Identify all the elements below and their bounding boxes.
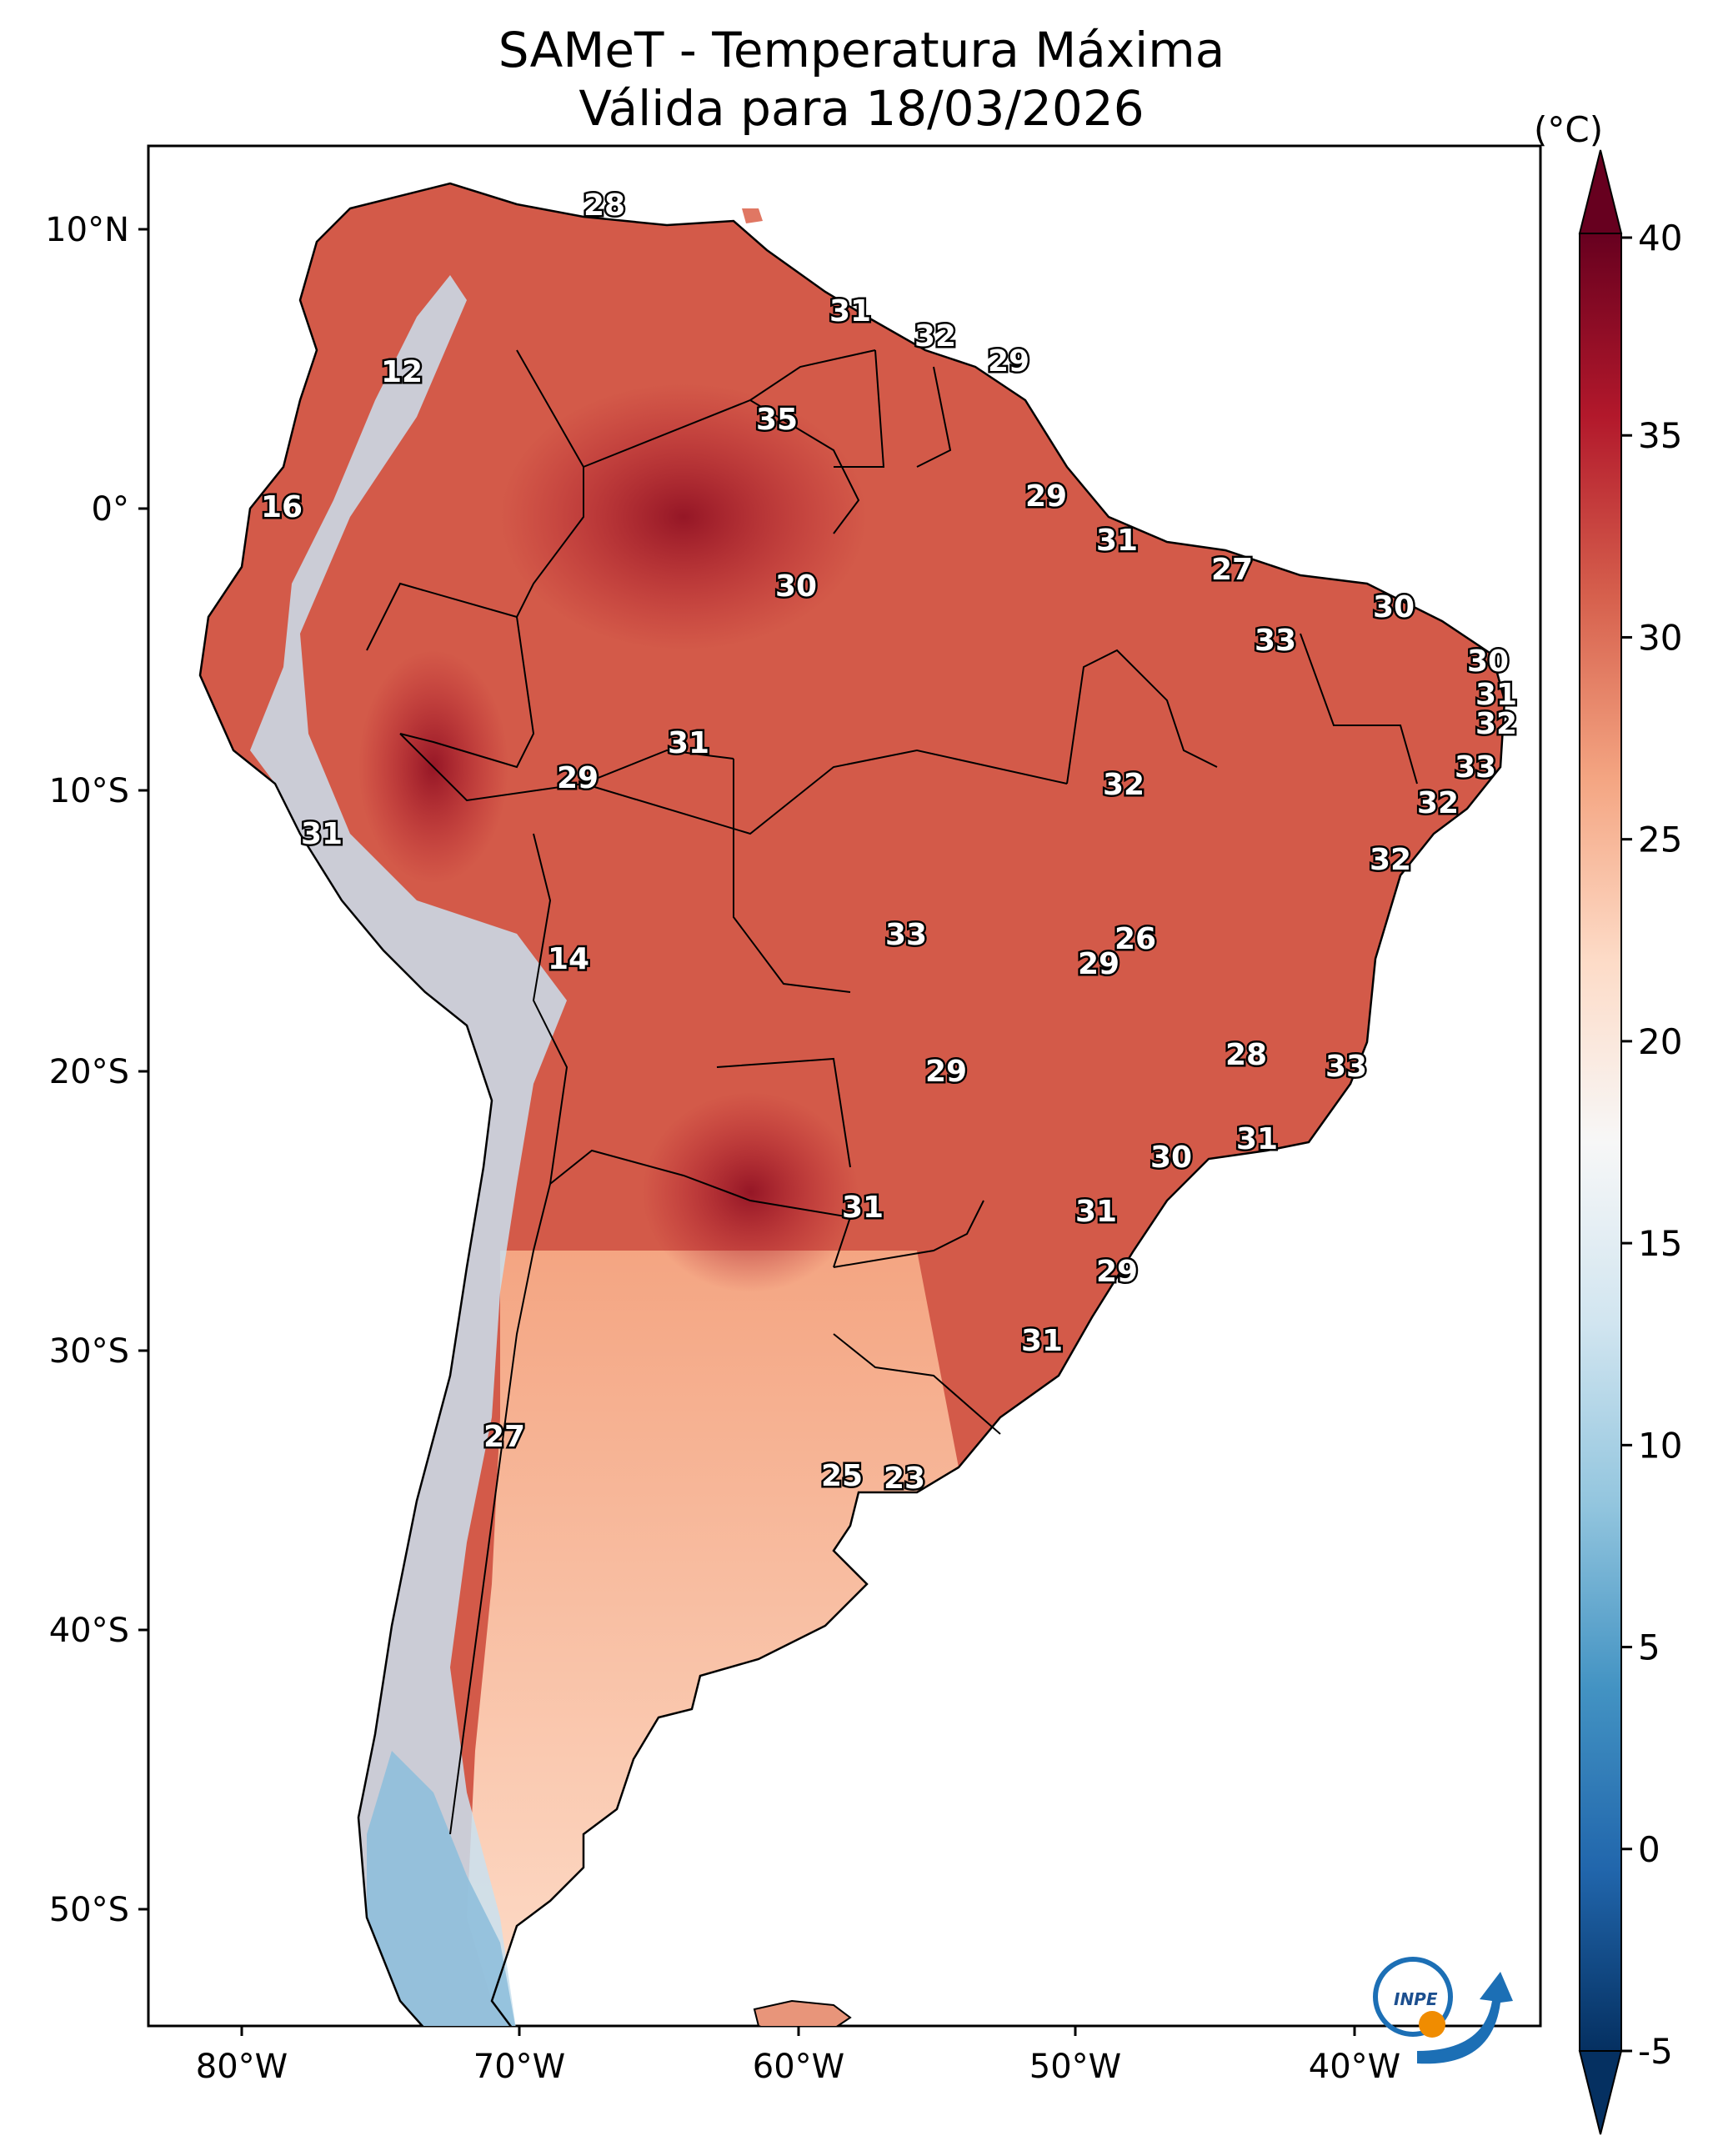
lat-label: 30°S <box>49 1332 129 1371</box>
lon-label: 80°W <box>196 2048 288 2086</box>
temperature-value-label: 31 <box>1475 678 1517 712</box>
temperature-value-label: 32 <box>1417 786 1459 820</box>
temperature-value-label: 31 <box>668 726 709 760</box>
temperature-value-label: 23 <box>884 1462 925 1496</box>
temperature-value-label: 33 <box>1455 750 1496 785</box>
temperature-value-label: 31 <box>1236 1122 1278 1156</box>
temperature-value-label: 30 <box>1150 1141 1192 1175</box>
colorbar-tick-label: 35 <box>1638 415 1682 456</box>
lon-label: 60°W <box>753 2048 844 2086</box>
temperature-value-label: 29 <box>925 1055 967 1089</box>
colorbar-tick-label: 40 <box>1638 218 1682 258</box>
lat-label: 40°S <box>49 1612 129 1650</box>
temperature-value-label: 31 <box>1021 1324 1063 1358</box>
temperature-value-label: 29 <box>557 761 599 795</box>
lat-label: 0° <box>92 490 129 529</box>
axis-labels: 80°W 70°W 60°W 50°W 40°W 10°N 0° 10°S 20°S 30°S 40… <box>45 211 1400 2086</box>
lon-label: 50°W <box>1029 2048 1121 2086</box>
temperature-value-label: 29 <box>1096 1255 1138 1289</box>
temperature-value-label: 27 <box>483 1420 525 1454</box>
temperature-value-label: 33 <box>885 918 927 952</box>
colorbar-tick-label: 25 <box>1638 820 1682 860</box>
temperature-value-label: 26 <box>1114 922 1156 956</box>
colorbar-tick-label: 0 <box>1638 1829 1660 1870</box>
colorbar-tick-label: 10 <box>1638 1425 1682 1466</box>
temperature-value-label: 28 <box>1225 1038 1267 1072</box>
temperature-value-label: 14 <box>548 942 589 976</box>
colorbar-max-extend <box>1578 149 1623 234</box>
temperature-value-label: 28 <box>584 188 625 223</box>
amazon-hotspot <box>500 384 867 650</box>
colorbar-gradient <box>1579 233 1622 2052</box>
inpe-logo-text: INPE <box>1394 1989 1438 2009</box>
temperature-value-label: 29 <box>1025 479 1067 514</box>
colorbar-tick-label: 15 <box>1638 1223 1682 1264</box>
temperature-value-label: 35 <box>756 403 798 437</box>
inpe-logo-dot-icon <box>1419 2011 1445 2038</box>
temperature-value-label: 31 <box>1075 1195 1117 1229</box>
temperature-value-label: 31 <box>842 1191 884 1225</box>
temperature-value-label: 32 <box>1475 707 1517 741</box>
lat-label: 10°N <box>45 211 129 249</box>
temperature-value-label: 29 <box>1078 947 1119 981</box>
temperature-value-label: 31 <box>829 294 871 328</box>
temperature-value-label: 31 <box>1096 524 1138 558</box>
temperature-value-label: 31 <box>301 817 343 851</box>
lat-label: 50°S <box>49 1891 129 1929</box>
temperature-value-label: 32 <box>1103 768 1144 802</box>
colorbar-unit: (°C) <box>1534 109 1603 150</box>
falkland-islands <box>753 1999 852 2026</box>
colorbar: (°C) 40 35 30 25 20 15 10 5 0 -5 <box>1534 109 1682 2135</box>
andes-cold-band <box>250 275 567 2026</box>
patagonia-cold-zone <box>367 1751 516 2026</box>
country-borders <box>366 349 1418 1835</box>
temperature-value-label: 30 <box>775 569 817 604</box>
temperature-value-label: 30 <box>1373 590 1415 624</box>
temperature-value-label: 16 <box>261 490 303 524</box>
colorbar-tick-label: 30 <box>1638 617 1682 658</box>
temperature-value-label: 32 <box>1370 843 1411 877</box>
map-subtitle: Válida para 18/03/2026 <box>579 80 1144 137</box>
lon-label: 70°W <box>473 2048 565 2086</box>
temperature-value-label: 29 <box>988 344 1029 379</box>
chaco-hotspot <box>642 1092 859 1292</box>
lon-label: 40°W <box>1309 2048 1400 2086</box>
lat-label: 10°S <box>49 772 129 810</box>
map-title: SAMeT - Temperatura Máxima <box>498 22 1225 78</box>
temperature-value-label: 33 <box>1255 624 1296 658</box>
colorbar-tick-label: 20 <box>1638 1021 1682 1062</box>
inpe-logo: INPE <box>1373 1957 1513 2064</box>
southern-cone-warm-zone <box>467 1251 959 2001</box>
colorbar-tick-label: 5 <box>1638 1627 1660 1668</box>
temperature-value-label: 32 <box>914 319 956 353</box>
lat-label: 20°S <box>49 1053 129 1091</box>
temperature-value-label: 25 <box>821 1459 863 1493</box>
temperature-value-label: 33 <box>1325 1050 1367 1084</box>
caribbean-islands <box>742 208 763 223</box>
colorbar-tick-label: -5 <box>1638 2031 1673 2072</box>
coastline <box>198 182 1506 2026</box>
colorbar-min-extend <box>1578 2050 1623 2135</box>
temperature-value-label: 12 <box>381 355 423 389</box>
temperature-value-label: 30 <box>1467 644 1509 679</box>
temperature-value-label: 27 <box>1211 553 1253 587</box>
